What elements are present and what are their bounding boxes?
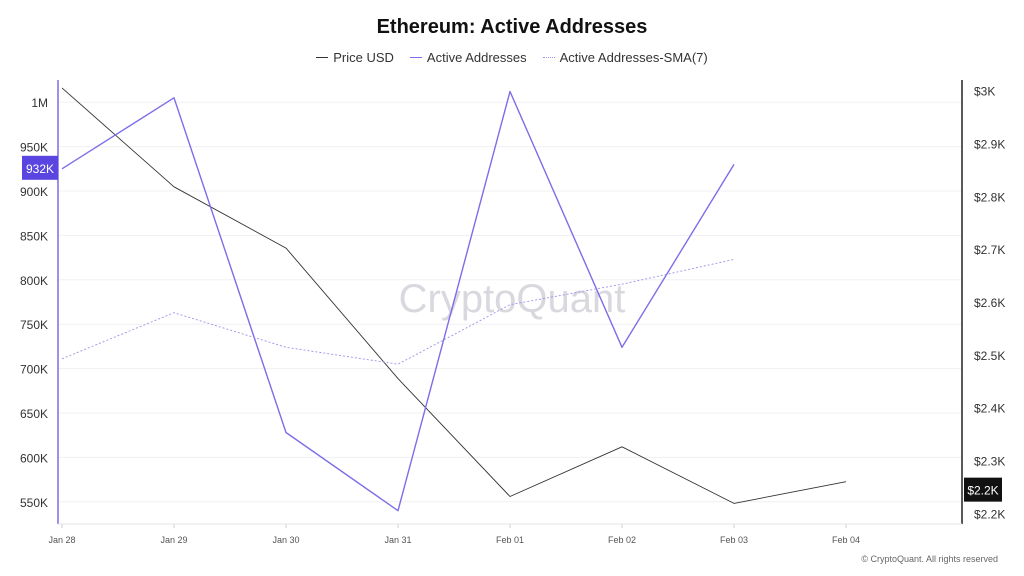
x-axis-tick-label: Jan 29	[160, 535, 187, 545]
left-axis-tick-label: 950K	[20, 141, 48, 155]
left-axis-tick-label: 800K	[20, 274, 48, 288]
right-axis-tick-label: $2.3K	[974, 455, 1005, 469]
legend-label-price: Price USD	[333, 50, 394, 65]
right-axis-tick-label: $2.2K	[974, 507, 1005, 521]
x-axis-tick-label: Feb 03	[720, 535, 748, 545]
watermark-text: CryptoQuant	[399, 277, 626, 321]
x-axis-tick-label: Jan 31	[384, 535, 411, 545]
x-axis-tick-label: Feb 02	[608, 535, 636, 545]
right-axis-tick-label: $2.7K	[974, 243, 1005, 257]
x-axis-tick-label: Feb 01	[496, 535, 524, 545]
right-axis-tick-label: $3K	[974, 85, 995, 99]
right-axis-tick-label: $2.8K	[974, 190, 1005, 204]
left-axis-tick-label: 600K	[20, 451, 48, 465]
left-axis-tick-label: 650K	[20, 407, 48, 421]
right-current-value-label: $2.2K	[967, 484, 998, 498]
price-usd-series-line	[61, 87, 847, 504]
legend-swatch-sma	[542, 57, 555, 58]
active-addresses-series-line	[61, 90, 735, 512]
left-axis-tick-label: 700K	[20, 363, 48, 377]
right-axis-tick-label: $2.9K	[974, 137, 1005, 151]
legend-swatch-active-addresses	[409, 57, 422, 58]
right-axis-tick-label: $2.5K	[974, 349, 1005, 363]
right-current-value-badge	[964, 477, 1002, 502]
x-axis-tick-label: Jan 28	[48, 535, 75, 545]
left-axis-tick-label: 550K	[20, 496, 48, 510]
legend-item-sma[interactable]: Active Addresses-SMA(7)	[542, 50, 708, 65]
legend-item-price[interactable]: Price USD	[316, 50, 394, 65]
right-axis-tick-label: $2.6K	[974, 296, 1005, 310]
copyright-footer: © CryptoQuant. All rights reserved	[861, 554, 998, 564]
legend-swatch-price	[316, 57, 329, 58]
right-axis-tick-label: $2.4K	[974, 402, 1005, 416]
left-axis-tick-label: 750K	[20, 318, 48, 332]
left-axis-tick-label: 850K	[20, 229, 48, 243]
chart-title: Ethereum: Active Addresses	[376, 16, 648, 38]
left-current-value-label: 932K	[26, 162, 54, 176]
left-current-value-badge	[22, 155, 58, 180]
left-axis-tick-label: 1M	[31, 96, 48, 110]
legend-label-sma: Active Addresses-SMA(7)	[559, 50, 708, 65]
x-axis-tick-label: Jan 30	[272, 535, 299, 545]
x-axis-tick-label: Feb 04	[832, 535, 860, 545]
chart-legend: Price USD Active Addresses Active Addres…	[0, 50, 1024, 65]
legend-label-active-addresses: Active Addresses	[426, 50, 527, 65]
active-addresses-sma-7-series-line	[61, 258, 735, 365]
left-axis-tick-label: 900K	[20, 185, 48, 199]
legend-item-active-addresses[interactable]: Active Addresses	[409, 50, 527, 65]
